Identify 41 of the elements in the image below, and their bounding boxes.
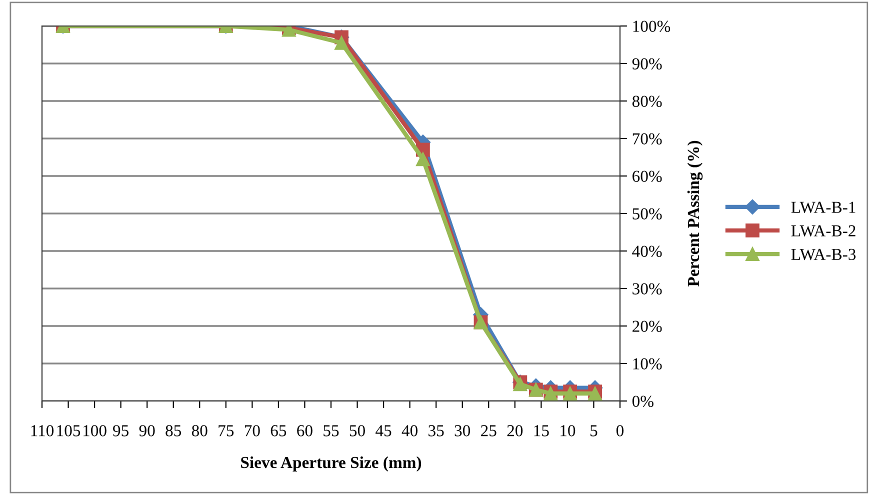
legend-label: LWA-B-2 — [791, 225, 856, 237]
x-tick-label: 10 — [560, 425, 576, 436]
y-tick-label: 40% — [632, 246, 662, 257]
y-tick-label: 50% — [632, 208, 662, 220]
y-tick-label: 60% — [632, 170, 662, 182]
x-tick-label: 80 — [192, 425, 208, 436]
legend-label: LWA-B-3 — [791, 248, 856, 260]
x-tick-label: 45 — [376, 425, 392, 436]
x-axis-title: Sieve Aperture Size (mm) — [241, 456, 422, 472]
x-tick-label: 90 — [139, 425, 155, 436]
y-tick-label: 10% — [633, 358, 662, 370]
point — [334, 36, 348, 50]
y-tick-label: 0% — [632, 396, 654, 407]
x-tick-label: 95 — [113, 425, 128, 436]
x-tick-label: 40 — [402, 425, 418, 436]
y-tick-label: 30% — [632, 283, 662, 294]
y-tick-label: 100% — [633, 20, 670, 32]
x-tick-label: 85 — [166, 425, 182, 436]
x-tick-label: 100 — [84, 425, 106, 436]
x-tick-label: 110 — [31, 425, 54, 436]
y-axis-title: Percent PAssing (%) — [687, 140, 703, 287]
x-tick-label: 25 — [481, 425, 496, 436]
x-tick-label: 105 — [57, 425, 80, 436]
x-tick-label: 15 — [534, 425, 549, 436]
x-tick-label: 65 — [270, 425, 286, 436]
x-tick-label: 20 — [507, 425, 523, 436]
x-tick-label: 50 — [350, 425, 365, 436]
x-tick-label: 55 — [324, 425, 339, 436]
x-tick-label: 5 — [590, 425, 598, 436]
y-tick-label: 90% — [632, 58, 662, 70]
y-tick-label: 80% — [632, 96, 662, 107]
x-tick-label: 75 — [218, 425, 234, 436]
x-tick-label: 35 — [428, 425, 444, 436]
x-tick-label: 60 — [297, 425, 312, 436]
y-tick-label: 70% — [632, 133, 662, 144]
legend-label: LWA-B-1 — [791, 202, 856, 214]
x-tick-label: 0 — [616, 425, 624, 436]
x-tick-label: 70 — [244, 425, 260, 436]
x-tick-label: 30 — [454, 425, 470, 436]
point — [416, 152, 430, 166]
y-tick-label: 20% — [632, 320, 662, 332]
